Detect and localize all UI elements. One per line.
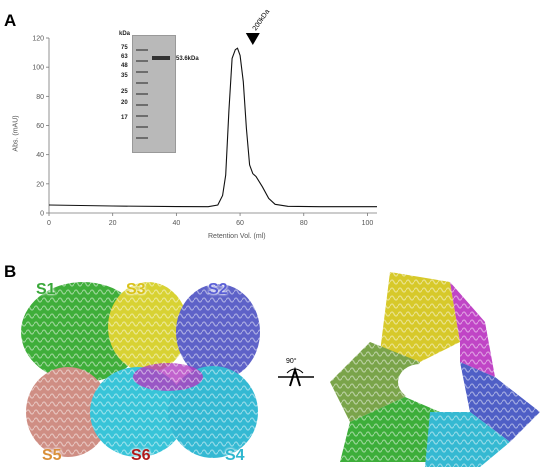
y-tick-label: 60 [36,123,44,130]
panel-a-label: A [4,11,17,30]
ladder-mark: 17 [121,115,128,121]
ladder-mark: 48 [121,63,128,69]
ladder-mark: 35 [121,73,128,79]
subunit-label-s1: S1 [36,281,56,298]
subunit-label-s4: S4 [225,447,245,464]
subunit-label-s2: S2 [208,281,228,298]
gel-unit-label: kDa [119,31,131,37]
y-tick-label: 80 [36,94,44,101]
subunit-label-s3: S3 [126,281,146,298]
y-tick-label: 120 [32,36,44,43]
ladder-mark: 20 [121,100,128,106]
band-size-label: 53.6kDa [176,56,199,62]
ladder-mark: 63 [121,54,128,60]
ladder-mark: 25 [121,89,128,95]
ladder-mark: 75 [121,45,128,51]
y-axis-title: Abs. (mAU) [12,115,20,152]
chromatogram-trace [48,47,377,208]
y-tick-label: 0 [40,211,44,218]
ladder-lane [136,40,148,148]
x-tick-label: 40 [172,220,180,227]
chromatogram-chart: 0 20 40 60 80 100 0 20 40 60 80 100 120 200kDa [32,8,377,227]
x-tick-label: 60 [236,220,244,227]
marker-label: 200kDa [252,8,272,32]
y-tick-label: 100 [32,65,44,72]
x-tick-label: 100 [362,220,374,227]
structure-top-view [310,262,550,472]
subunit-label-s5: S5 [42,447,62,464]
x-tick-label: 80 [300,220,308,227]
panel-b-label: B [4,262,17,281]
x-tick-label: 0 [47,220,51,227]
subunit-label-s6: S6 [131,447,151,464]
marker-triangle [245,33,260,45]
protein-band [152,56,170,60]
x-axis-title: Retention Vol. (ml) [208,233,266,240]
y-tick-label: 40 [36,152,44,159]
structure-side-view [18,272,268,472]
x-tick-label: 20 [109,220,117,227]
sds-page-gel-image [132,35,176,153]
y-tick-label: 20 [36,181,44,188]
rotation-label: 90° [286,358,297,365]
rotation-icon [278,366,314,387]
